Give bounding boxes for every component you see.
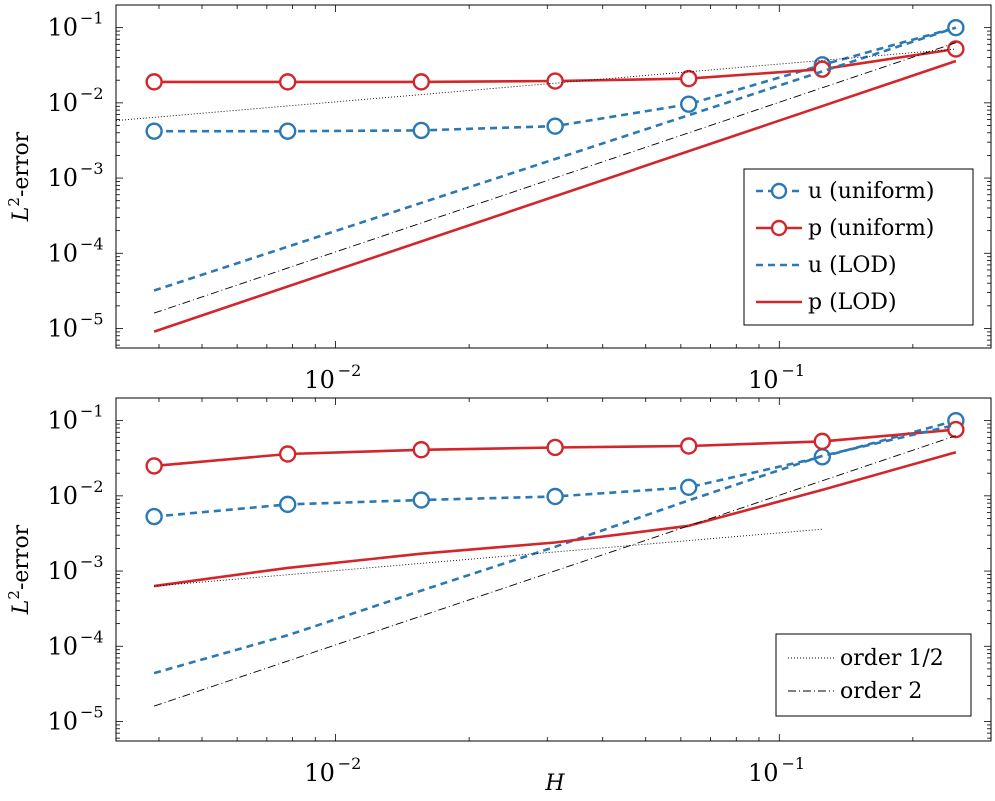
- data-point: [680, 95, 698, 113]
- y-axis-label: L2-error: [5, 131, 34, 222]
- y-tick-label: 10: [47, 482, 78, 510]
- y-tick-label-exp: −4: [80, 627, 104, 646]
- data-point: [546, 438, 564, 457]
- y-tick-label: 10: [47, 89, 78, 117]
- data-point: [278, 73, 297, 91]
- legend-label: order 2: [840, 679, 922, 704]
- data-point: [947, 40, 965, 58]
- y-tick-label-exp: −2: [80, 477, 104, 496]
- legend-label: order 1/2: [840, 646, 944, 671]
- data-point: [145, 73, 163, 91]
- data-point: [145, 122, 163, 140]
- legend-label: u (LOD): [808, 253, 897, 278]
- data-point: [947, 420, 965, 439]
- data-point: [680, 69, 698, 88]
- legend-label: p (uniform): [808, 216, 934, 241]
- y-tick-label-exp: −3: [80, 159, 104, 178]
- data-point: [546, 72, 564, 90]
- data-point: [412, 73, 430, 91]
- series-line-p-lod-: [153, 450, 957, 588]
- data-point: [278, 122, 297, 140]
- data-point: [813, 432, 831, 451]
- legend-box: [775, 633, 972, 717]
- data-point: [145, 457, 163, 475]
- x-tick-label: 10: [748, 366, 779, 394]
- y-tick-label-exp: −4: [80, 234, 104, 253]
- data-point: [412, 121, 430, 140]
- legend: u (uniform) p (uniform) u (LOD) p (LOD): [743, 168, 974, 326]
- x-tick-label-exp: −2: [338, 361, 362, 380]
- x-tick-label: 10: [748, 759, 779, 787]
- x-tick-label-exp: −2: [338, 754, 362, 773]
- y-tick-label-exp: −1: [80, 402, 104, 421]
- y-tick-label: 10: [47, 557, 78, 585]
- y-tick-label-exp: −5: [80, 309, 104, 328]
- y-tick-label: 10: [47, 407, 78, 435]
- data-point: [412, 491, 430, 509]
- y-tick-label: 10: [47, 314, 78, 342]
- y-tick-label: 10: [47, 632, 78, 660]
- x-axis-label: H: [544, 771, 565, 796]
- legend-marker: [770, 182, 788, 200]
- y-tick-label-exp: −5: [80, 702, 104, 721]
- plot-frame: [115, 4, 992, 349]
- x-tick-label-exp: −1: [781, 754, 805, 773]
- y-tick-label: 10: [47, 14, 78, 42]
- legend: order 1/2 order 2: [775, 633, 972, 717]
- data-point: [145, 507, 163, 526]
- data-point: [278, 495, 297, 514]
- data-point: [546, 117, 564, 135]
- series-line-u-lod-: [153, 26, 957, 292]
- data-point: [680, 478, 698, 496]
- data-point: [412, 441, 430, 459]
- x-tick-label-exp: −1: [781, 361, 805, 380]
- series-line-order-2: [153, 42, 957, 314]
- data-point: [680, 437, 698, 455]
- data-point: [278, 445, 297, 463]
- y-axis-label: L2-error: [5, 524, 34, 615]
- y-tick-label: 10: [47, 164, 78, 192]
- y-tick-label-exp: −1: [80, 9, 104, 28]
- series-line-p-lod-: [153, 59, 957, 333]
- series-line-order-2: [153, 435, 957, 707]
- panel-1: 10 −2 10 −110 −110 −210 −310 −410 −5L2-error u (u…: [5, 4, 992, 394]
- series-line-order-1-2: [154, 528, 823, 587]
- data-point: [546, 487, 564, 506]
- legend-label: u (uniform): [808, 179, 934, 204]
- series-line-order-1-2: [115, 48, 956, 122]
- legend-label: p (LOD): [808, 290, 897, 315]
- panel-2: 10 −2 10 −110 −110 −210 −310 −410 −5L2-errorHord…: [5, 397, 992, 796]
- legend-marker: [770, 219, 788, 237]
- plot-frame: [115, 397, 992, 742]
- series-line-u-lod-: [153, 423, 957, 675]
- y-tick-label: 10: [47, 239, 78, 267]
- x-tick-label: 10: [304, 366, 335, 394]
- x-tick-label: 10: [304, 759, 335, 787]
- y-tick-label-exp: −3: [80, 552, 104, 571]
- y-tick-label-exp: −2: [80, 84, 104, 103]
- y-tick-label: 10: [47, 707, 78, 735]
